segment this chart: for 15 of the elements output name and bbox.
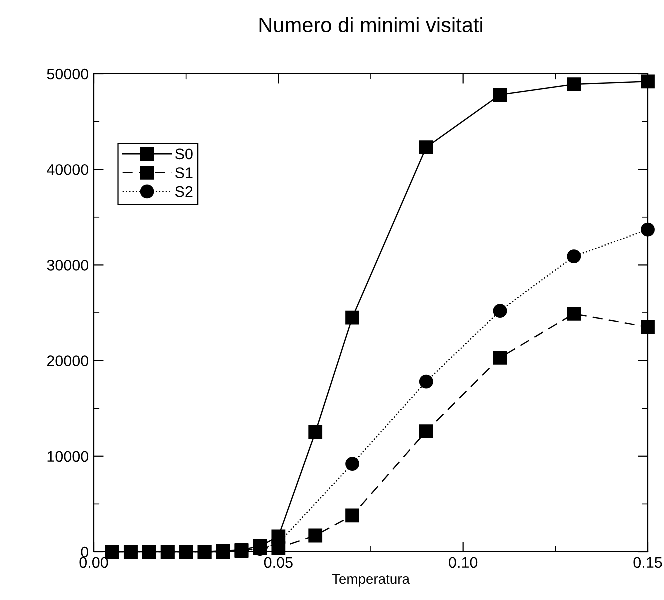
x-tick-label: 0.05	[264, 557, 293, 568]
x-axis-title: Temperatura	[332, 574, 410, 587]
x-tick-label: 0.10	[449, 557, 478, 568]
y-tick-label: 40000	[47, 164, 89, 176]
chart-title: Numero di minimi visitati	[260, 17, 482, 33]
y-tick-label: 0	[81, 546, 89, 558]
x-tick-label: 0.15	[634, 557, 662, 568]
y-tick-label: 30000	[47, 260, 89, 271]
y-tick-label: 10000	[48, 451, 89, 462]
y-tick-label: 50000	[47, 68, 89, 80]
y-tick-label: 20000	[47, 356, 89, 366]
legend-label: S2	[175, 186, 193, 198]
legend-label: S1	[175, 168, 193, 178]
legend-label: S0	[175, 148, 193, 160]
x-tick-label: 0.00	[80, 557, 108, 568]
